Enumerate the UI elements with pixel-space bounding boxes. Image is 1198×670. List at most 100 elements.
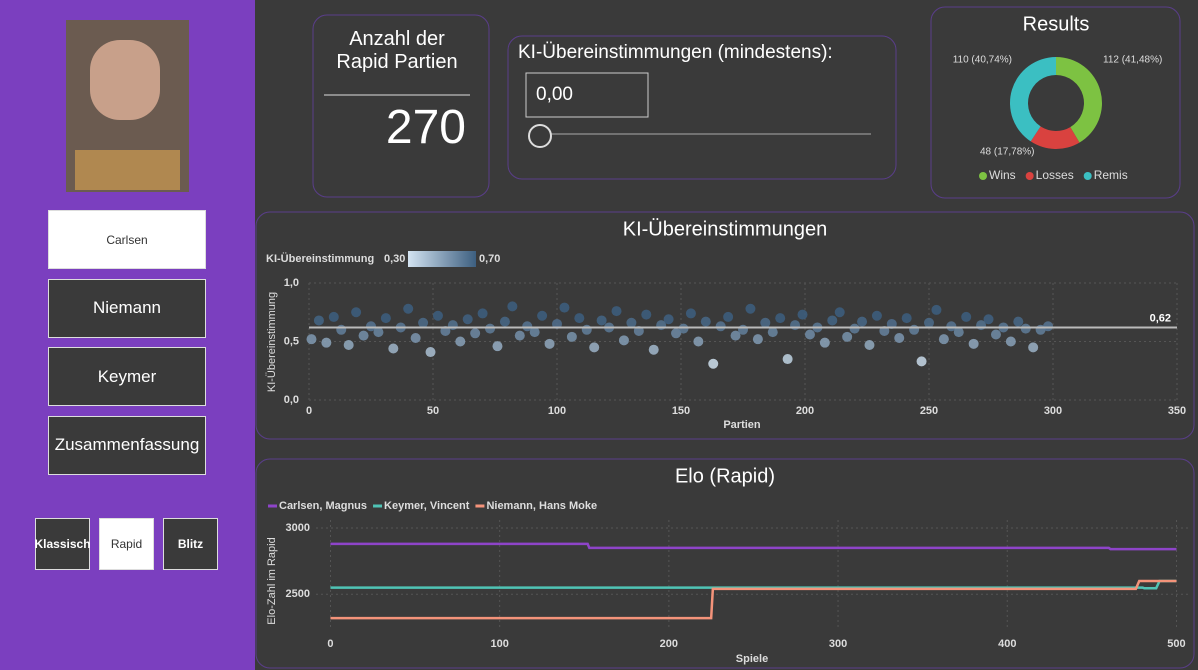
scatter-point xyxy=(552,318,562,329)
filter-input-box[interactable] xyxy=(525,72,649,118)
scatter-point xyxy=(886,318,897,329)
mode-button[interactable]: Blitz xyxy=(163,518,218,570)
scatter-point xyxy=(522,321,533,332)
legend-label: Carlsen, Magnus xyxy=(279,500,367,512)
scatter-point xyxy=(410,332,421,343)
scatter-point xyxy=(492,341,503,352)
scatter-point xyxy=(618,335,629,346)
scatter-point xyxy=(1005,336,1016,347)
scatter-point xyxy=(1013,316,1024,327)
scatter-point xyxy=(946,321,957,332)
scatter-point xyxy=(633,325,644,336)
y-tick-label: 3000 xyxy=(286,522,310,534)
x-tick-label: 150 xyxy=(672,405,690,417)
scatter-point xyxy=(574,313,585,324)
scatter-point xyxy=(953,327,964,338)
scatter-point xyxy=(700,316,711,327)
chart-title: Results xyxy=(1023,13,1090,35)
card-frame xyxy=(312,14,490,198)
legend-label: Remis xyxy=(1094,168,1128,182)
count-value: 270 xyxy=(385,101,466,154)
scatter-point xyxy=(857,316,868,327)
series-line xyxy=(330,542,1177,551)
scatter-point xyxy=(834,307,845,318)
line-frame xyxy=(255,458,1195,669)
scatter-point xyxy=(931,304,942,315)
scatter-point xyxy=(336,324,347,335)
x-tick-label: 300 xyxy=(829,638,847,650)
scatter-point xyxy=(388,343,399,354)
chart-title: KI-Übereinstimmungen xyxy=(623,218,828,240)
photo-face xyxy=(90,40,160,120)
scatter-point xyxy=(499,316,510,327)
scatter-point xyxy=(797,309,808,320)
scatter-point xyxy=(328,311,339,322)
scatter-point xyxy=(730,330,741,341)
scatter-point xyxy=(559,302,570,313)
x-tick-label: 200 xyxy=(796,405,814,417)
scatter-point xyxy=(1020,323,1031,334)
scatter-point xyxy=(804,329,815,340)
scatter-point xyxy=(485,323,496,334)
mode-button[interactable]: Rapid xyxy=(99,518,154,570)
slider-knob xyxy=(528,124,552,148)
scatter-point xyxy=(581,324,592,335)
x-tick-label: 100 xyxy=(548,405,566,417)
x-tick-label: 300 xyxy=(1044,405,1062,417)
x-tick-label: 0 xyxy=(327,638,333,650)
scatter-point xyxy=(537,310,548,321)
scatter-point xyxy=(752,334,763,345)
x-tick-label: 50 xyxy=(427,405,439,417)
scatter-point xyxy=(938,334,949,345)
mode-button[interactable]: Klassisch xyxy=(34,518,91,570)
donut-frame xyxy=(930,6,1181,199)
scatter-point xyxy=(864,340,875,351)
scatter-point xyxy=(544,338,555,349)
scatter-point xyxy=(403,303,414,314)
scatter-frame xyxy=(255,211,1195,440)
scatter-point xyxy=(529,327,540,338)
player-button[interactable]: Zusammenfassung xyxy=(48,415,206,475)
scatter-point xyxy=(767,327,778,338)
y-tick-label: 0,0 xyxy=(284,394,299,406)
y-axis-label: KI-Übereinstimmung xyxy=(266,292,278,392)
player-button[interactable]: Keymer xyxy=(48,347,206,406)
x-tick-label: 500 xyxy=(1167,638,1185,650)
filter-input[interactable]: 0,00 xyxy=(536,84,573,105)
scatter-point xyxy=(909,324,920,335)
scatter-point xyxy=(1043,321,1054,332)
legend-label: Losses xyxy=(1036,168,1074,182)
scatter-point xyxy=(842,331,853,342)
series-line xyxy=(330,579,1177,620)
scatter-point xyxy=(366,321,376,332)
scatter-point xyxy=(514,330,525,341)
scatter-point xyxy=(827,315,838,326)
legend-swatch xyxy=(979,172,987,180)
scatter-point xyxy=(871,310,882,321)
scatter-point xyxy=(715,321,726,332)
donut-slice xyxy=(1056,57,1102,143)
data-label: 112 (41,48%) xyxy=(1103,55,1162,66)
legend-swatch xyxy=(1025,172,1034,180)
scatter-point xyxy=(879,325,890,336)
scatter-point xyxy=(968,338,979,349)
x-tick-label: 100 xyxy=(490,638,508,650)
legend-label: Wins xyxy=(989,168,1016,182)
scatter-point xyxy=(723,311,734,322)
scatter-point xyxy=(738,324,748,335)
filter-frame xyxy=(507,35,897,180)
scatter-point xyxy=(440,325,451,336)
player-button[interactable]: Carlsen xyxy=(48,210,206,269)
donut-slice xyxy=(1030,126,1080,149)
scatter-point xyxy=(566,331,577,342)
scatter-point xyxy=(894,332,905,343)
photo-chessboard xyxy=(75,150,180,190)
scatter-point xyxy=(380,313,391,324)
color-legend-bar xyxy=(408,251,476,267)
scatter-point xyxy=(477,308,488,319)
scatter-point xyxy=(678,323,689,334)
scatter-point xyxy=(373,327,384,338)
scatter-point xyxy=(455,336,466,347)
scatter-point xyxy=(983,314,994,325)
player-button[interactable]: Niemann xyxy=(48,278,206,338)
